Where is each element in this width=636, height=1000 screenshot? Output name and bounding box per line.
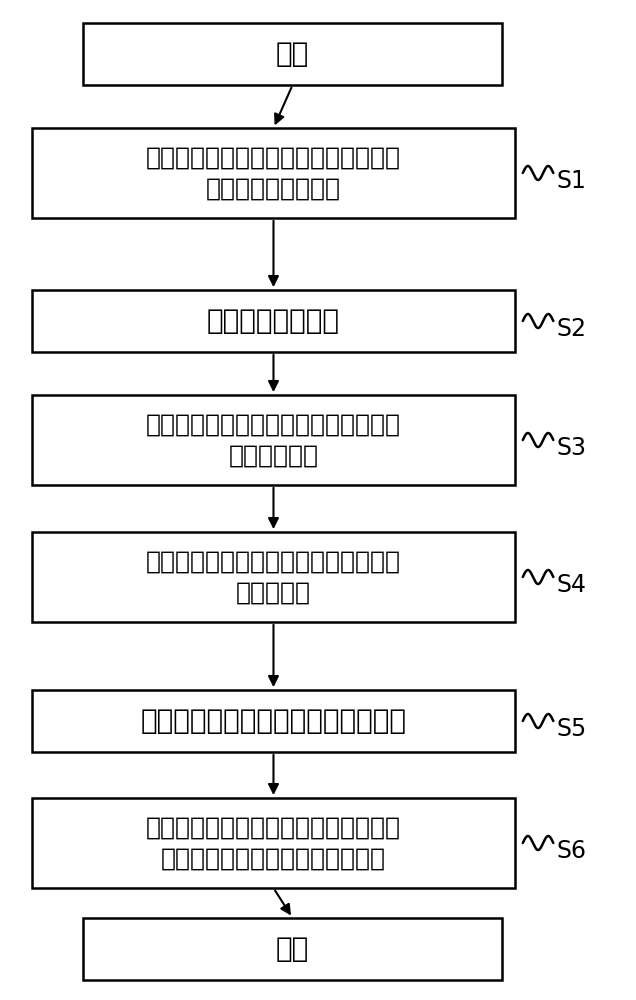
Bar	[32, 690, 515, 752]
Bar	[32, 395, 515, 485]
Text: 布置激光器的位置: 布置激光器的位置	[207, 307, 340, 335]
Text: 确定两激光器间距，初始光强，光电探
测器的有效探测面积: 确定两激光器间距，初始光强，光电探 测器的有效探测面积	[146, 145, 401, 201]
Text: S2: S2	[556, 317, 586, 341]
Bar	[32, 532, 515, 622]
Text: S3: S3	[556, 436, 586, 460]
Text: 结束: 结束	[276, 935, 309, 963]
Text: S6: S6	[556, 839, 586, 863]
Text: S1: S1	[556, 169, 586, 193]
Text: S4: S4	[556, 573, 586, 597]
Text: 光电信号采集单元采集激光光强信号: 光电信号采集单元采集激光光强信号	[141, 707, 406, 735]
Bar	[83, 918, 502, 980]
Bar	[32, 798, 515, 888]
Bar	[32, 290, 515, 352]
Bar	[83, 23, 502, 85]
Text: 光电信号处理单元处理激光光强信号得
到颗粒团运动速度、高度以及浓度: 光电信号处理单元处理激光光强信号得 到颗粒团运动速度、高度以及浓度	[146, 815, 401, 871]
Text: 光电信号采集单元采集光电探测器接收
的初始光强: 光电信号采集单元采集光电探测器接收 的初始光强	[146, 549, 401, 605]
Text: 开始: 开始	[276, 40, 309, 68]
Text: 布置光电探测器的位置，打开光电信号
采集处理单元: 布置光电探测器的位置，打开光电信号 采集处理单元	[146, 412, 401, 468]
Text: S5: S5	[556, 717, 587, 741]
Bar	[32, 128, 515, 218]
